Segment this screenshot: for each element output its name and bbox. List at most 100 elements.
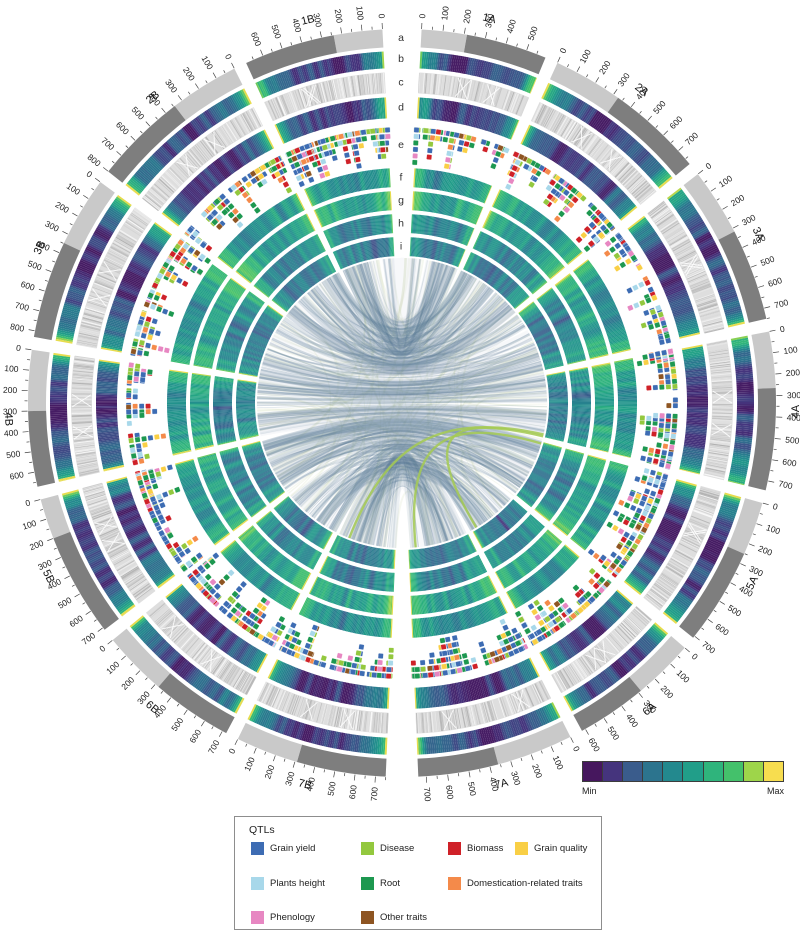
synteny-links — [256, 257, 548, 548]
synteny-link — [257, 377, 546, 396]
synteny-link — [358, 452, 449, 542]
wash-link — [274, 333, 546, 428]
synteny-link — [357, 468, 449, 542]
synteny-link — [297, 294, 504, 372]
synteny-link — [316, 466, 489, 526]
synteny-link — [342, 460, 465, 537]
synteny-link — [264, 417, 540, 452]
synteny-link — [259, 368, 544, 390]
wash-link — [312, 263, 384, 361]
synteny-link — [353, 480, 454, 541]
wash-link — [265, 264, 367, 455]
synteny-link — [285, 304, 516, 367]
synteny-link — [305, 446, 499, 513]
synteny-link — [262, 355, 540, 385]
wash-link — [418, 260, 498, 358]
heat-bin — [50, 400, 68, 403]
synteny-link — [367, 479, 436, 545]
synteny-link — [355, 475, 449, 541]
wash-link — [390, 258, 494, 517]
synteny-link — [348, 455, 459, 539]
heat-bin — [190, 404, 210, 406]
synteny-link — [383, 259, 421, 345]
synteny-link — [256, 398, 548, 404]
synteny-link — [362, 261, 437, 350]
synteny-link — [260, 364, 543, 387]
synteny-link — [291, 305, 511, 350]
synteny-link — [258, 374, 545, 396]
synteny-link — [285, 442, 516, 494]
wash-link — [424, 414, 547, 545]
synteny-link — [345, 267, 455, 340]
synteny-link — [366, 261, 436, 355]
synteny-link — [269, 425, 534, 480]
wash-link — [477, 385, 547, 408]
wash-link — [375, 259, 539, 365]
wash-link — [258, 422, 494, 517]
synteny-link — [256, 398, 548, 404]
synteny-link — [353, 264, 448, 359]
synteny-link — [294, 440, 510, 507]
synteny-link — [316, 451, 487, 522]
synteny-link — [259, 364, 543, 391]
synteny-link — [320, 452, 484, 531]
synteny-link — [316, 441, 489, 522]
wash-link — [259, 374, 352, 471]
synteny-link — [363, 449, 443, 544]
heat-bin — [736, 397, 754, 401]
synteny-link — [257, 385, 547, 399]
wash-link — [321, 277, 475, 336]
synteny-link — [261, 360, 542, 390]
synteny-link — [296, 461, 507, 506]
synteny-link — [280, 317, 521, 372]
wash-link — [363, 341, 534, 544]
synteny-link — [257, 409, 547, 420]
wash-link — [344, 366, 543, 537]
synteny-link — [316, 459, 488, 527]
synteny-link — [391, 258, 414, 343]
wash-link — [348, 267, 457, 539]
synteny-link — [391, 456, 414, 548]
synteny-link — [344, 264, 454, 330]
wash-link — [360, 448, 528, 543]
synteny-link — [330, 270, 470, 337]
wash-link — [308, 290, 431, 546]
synteny-link — [279, 440, 524, 484]
synteny-link — [289, 308, 513, 366]
synteny-link — [306, 290, 495, 355]
wash-link — [454, 408, 547, 503]
synteny-link — [257, 384, 546, 399]
wash-link — [279, 279, 356, 357]
wash-link — [426, 296, 502, 539]
wash-link — [452, 307, 546, 389]
wash-link — [273, 281, 483, 355]
synteny-link — [281, 443, 521, 489]
synteny-link — [266, 427, 538, 458]
synteny-link — [259, 345, 543, 389]
wash-link — [257, 412, 386, 547]
synteny-link — [264, 427, 539, 453]
synteny-link — [329, 275, 472, 344]
synteny-link — [277, 429, 526, 481]
synteny-link — [367, 456, 439, 544]
wash-link — [424, 470, 496, 546]
wash-link — [367, 300, 506, 545]
synteny-link — [351, 461, 454, 540]
synteny-link — [259, 366, 543, 393]
synteny-link — [257, 385, 547, 399]
synteny-link — [267, 342, 535, 372]
wash-link — [257, 392, 336, 502]
synteny-link — [382, 259, 422, 349]
synteny-link — [355, 263, 445, 349]
synteny-link — [316, 275, 484, 353]
wash-link — [257, 258, 411, 390]
wash-link — [353, 314, 518, 541]
heat-bin — [686, 405, 708, 408]
synteny-link — [262, 355, 540, 383]
wash-link — [266, 350, 538, 457]
synteny-link — [257, 377, 546, 398]
synteny-link — [345, 476, 461, 538]
synteny-link — [369, 260, 434, 337]
heat-bin — [95, 402, 117, 405]
